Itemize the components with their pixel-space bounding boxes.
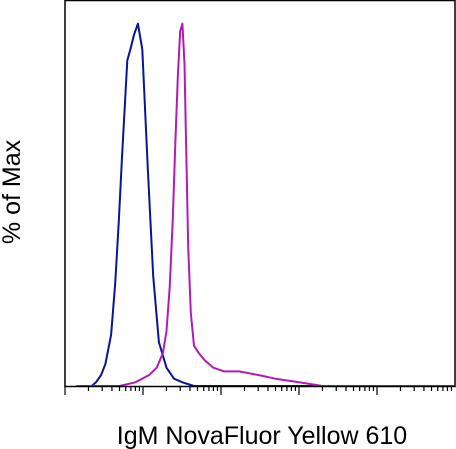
y-axis-label: % of Max	[0, 139, 26, 244]
plot-frame	[64, 0, 456, 388]
x-axis-label: IgM NovaFluor Yellow 610	[117, 422, 407, 449]
series-layer	[76, 22, 455, 387]
histogram-line-2	[76, 22, 455, 387]
x-axis-ticks	[64, 386, 453, 395]
histogram-line-1	[76, 22, 455, 387]
